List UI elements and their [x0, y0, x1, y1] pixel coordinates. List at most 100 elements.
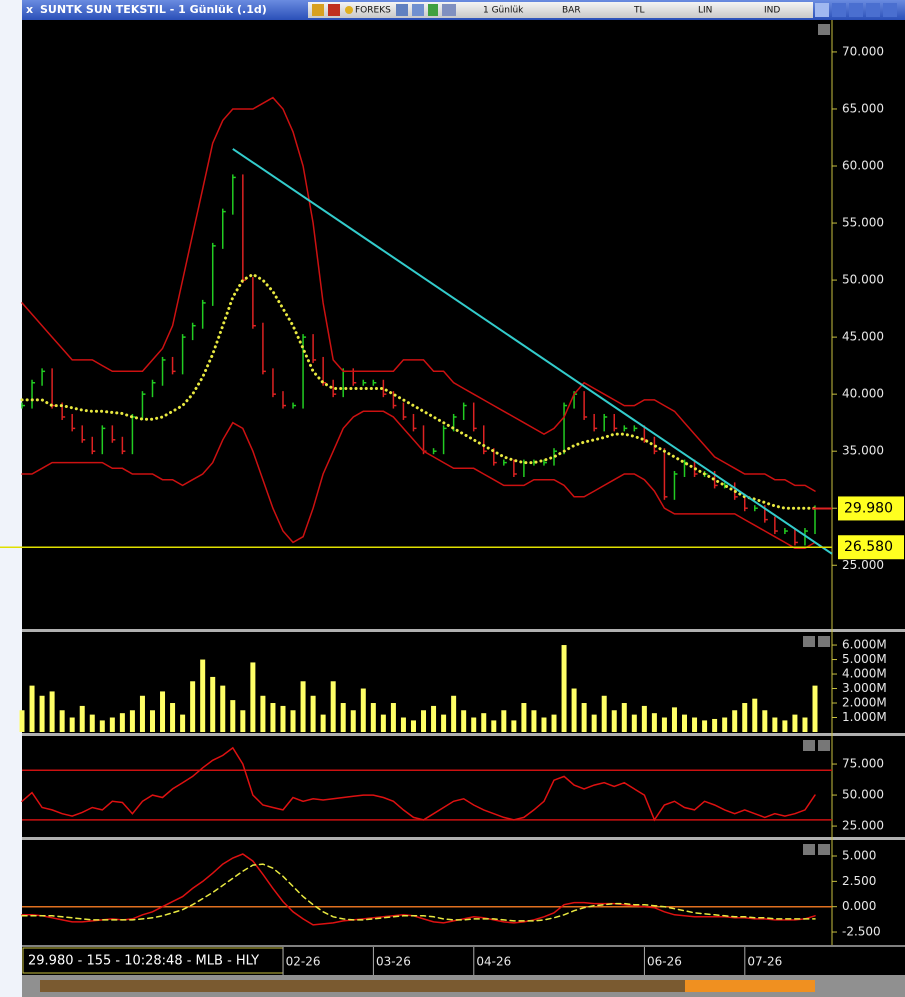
tool-icon[interactable]: [396, 4, 408, 16]
y-tick-label: 60.000: [842, 159, 884, 173]
volume-bar: [561, 645, 567, 732]
volume-bar: [541, 717, 547, 732]
volume-bar: [461, 710, 467, 732]
volume-bar: [501, 710, 507, 732]
y-tick-label: 75.000: [842, 757, 884, 771]
tool-icon[interactable]: [345, 6, 353, 14]
tool-icon[interactable]: [428, 4, 438, 16]
volume-bar: [571, 688, 577, 732]
toolbar-item[interactable]: 1 Günlük: [483, 6, 524, 16]
y-tick-label: 0.000: [842, 899, 876, 913]
volume-bar: [782, 720, 788, 732]
volume-bar: [340, 703, 346, 732]
volume-bar: [531, 710, 537, 732]
window-button[interactable]: [815, 3, 829, 17]
panel-button[interactable]: [803, 740, 815, 751]
trend-line: [232, 148, 833, 555]
volume-bar: [581, 703, 587, 732]
volume-bar: [671, 707, 677, 732]
y-tick-label: 50.000: [842, 788, 884, 802]
x-tick-label: 06-26: [647, 955, 682, 969]
volume-bar: [79, 705, 85, 732]
volume-bar: [812, 685, 818, 732]
volume-bar: [752, 698, 758, 732]
tool-icon[interactable]: [312, 4, 324, 16]
volume-bar: [742, 703, 748, 732]
volume-bar: [601, 695, 607, 732]
toolbar-item[interactable]: IND: [764, 6, 780, 16]
panel-button[interactable]: [803, 844, 815, 855]
panel-button[interactable]: [818, 740, 830, 751]
y-tick-label: 5.000M: [842, 652, 887, 666]
tool-icon[interactable]: [412, 4, 424, 16]
x-tick-label: 02-26: [286, 955, 321, 969]
toolbar-item[interactable]: LIN: [698, 6, 712, 16]
volume-bar: [641, 705, 647, 732]
panel-button[interactable]: [818, 636, 830, 647]
y-tick-label: 70.000: [842, 44, 884, 58]
volume-bar: [390, 703, 396, 732]
volume-bar: [59, 710, 65, 732]
volume-bar: [380, 714, 386, 732]
toolbar-item[interactable]: FOREKS: [355, 6, 391, 16]
window-button[interactable]: [866, 3, 880, 17]
last-price-label: 29.980: [844, 500, 893, 516]
volume-bar: [651, 713, 657, 732]
close-x[interactable]: x: [26, 3, 33, 16]
volume-bar: [431, 705, 437, 732]
volume-bar: [160, 691, 166, 732]
panel-button[interactable]: [818, 24, 830, 35]
window-button[interactable]: [832, 3, 846, 17]
volume-bar: [89, 714, 95, 732]
x-tick-label: 03-26: [376, 955, 411, 969]
y-tick-label: 35.000: [842, 444, 884, 458]
volume-bar: [200, 659, 206, 732]
volume-bar: [19, 710, 25, 732]
y-tick-label: 55.000: [842, 216, 884, 230]
volume-bar: [682, 714, 688, 732]
volume-bar: [39, 695, 45, 732]
panel-button[interactable]: [803, 636, 815, 647]
volume-bar: [180, 714, 186, 732]
volume-bar: [290, 710, 296, 732]
toolbar-item[interactable]: BAR: [562, 6, 581, 16]
volume-bar: [360, 688, 366, 732]
volume-bar: [631, 714, 637, 732]
scroll-thumb[interactable]: [685, 980, 815, 992]
tool-icon[interactable]: [442, 4, 456, 16]
y-tick-label: 2.500: [842, 874, 876, 888]
volume-bar: [762, 710, 768, 732]
volume-bar: [139, 695, 145, 732]
y-tick-label: 25.000: [842, 819, 884, 833]
window-title: SUNTK SUN TEKSTIL - 1 Günlük (.1d): [40, 3, 267, 16]
tool-icon[interactable]: [328, 4, 340, 16]
volume-bar: [260, 695, 266, 732]
y-tick-label: 5.000: [842, 849, 876, 863]
volume-bar: [310, 695, 316, 732]
volume-bar: [692, 717, 698, 732]
volume-bar: [210, 676, 216, 732]
volume-bar: [722, 717, 728, 732]
volume-bar: [149, 710, 155, 732]
volume-bar: [521, 703, 527, 732]
panel-button[interactable]: [818, 844, 830, 855]
volume-bar: [370, 703, 376, 732]
volume-bar: [551, 714, 557, 732]
y-tick-label: 65.000: [842, 101, 884, 115]
volume-bar: [491, 720, 497, 732]
window-button[interactable]: [849, 3, 863, 17]
volume-bar: [330, 681, 336, 732]
volume-bar: [280, 705, 286, 732]
volume-bar: [732, 710, 738, 732]
toolbar-item[interactable]: TL: [633, 6, 645, 16]
volume-bar: [220, 685, 226, 732]
axis-divider: [22, 945, 905, 947]
volume-bar: [29, 685, 35, 732]
volume-bar: [99, 720, 105, 732]
volume-bar: [230, 700, 236, 732]
volume-bar: [170, 703, 176, 732]
y-tick-label: 40.000: [842, 387, 884, 401]
volume-bar: [802, 717, 808, 732]
volume-bar: [300, 681, 306, 732]
window-button[interactable]: [883, 3, 897, 17]
